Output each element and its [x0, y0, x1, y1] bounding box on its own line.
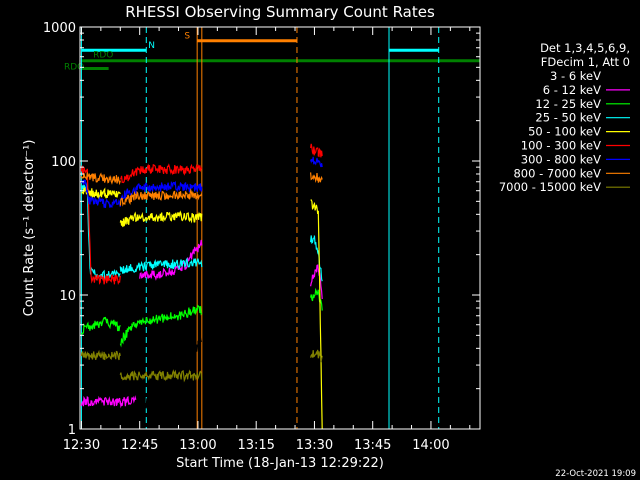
y-axis-label: Count Rate (s⁻¹ detector⁻¹)	[22, 140, 37, 317]
legend: Det 1,3,4,5,6,9, FDecim 1, Att 0 3 - 6 k…	[499, 41, 630, 194]
series-8-segment-2	[310, 349, 323, 363]
legend-label-5: 100 - 300 keV	[521, 139, 601, 153]
series-7-segment-0	[80, 172, 121, 186]
legend-header-line-2: FDecim 1, Att 0	[541, 55, 630, 69]
series-2-segment-0	[80, 316, 121, 336]
legend-label-4: 50 - 100 keV	[528, 125, 601, 139]
series-1-segment-1	[139, 239, 203, 281]
series-5-segment-0	[80, 165, 121, 285]
series-3-segment-0	[80, 183, 121, 281]
series-6-segment-2	[310, 156, 323, 168]
series-7-segment-2	[310, 172, 323, 183]
flag-label-n-0: N	[148, 41, 155, 51]
timestamp: 22-Oct-2021 19:09	[555, 469, 636, 479]
legend-label-7: 800 - 7000 keV	[513, 166, 601, 180]
flag-label-s-1: S	[184, 32, 190, 42]
series-0-segment-0	[135, 337, 203, 430]
flag-layer: N S RDO RDO	[64, 32, 480, 73]
y-tick-label-2: 100	[51, 155, 76, 170]
series-6-segment-0	[80, 179, 121, 209]
legend-header-line-1: Det 1,3,4,5,6,9,	[540, 41, 630, 55]
y-tick-label-0: 1	[68, 423, 76, 438]
legend-label-8: 7000 - 15000 keV	[499, 180, 601, 194]
axes-layer: 1 10 100 1000 12:30 12:45 13:00 13:15 13:30 13:45…	[43, 21, 480, 453]
series-3-segment-2	[310, 235, 323, 282]
series-8-segment-1	[119, 369, 203, 383]
legend-label-0: 3 - 6 keV	[550, 69, 601, 83]
x-tick-label-3: 13:15	[237, 438, 274, 453]
x-tick-label-6: 14:00	[412, 438, 449, 453]
legend-label-6: 300 - 800 keV	[521, 152, 601, 166]
flag-label-rdo-2: RDO	[93, 51, 113, 61]
series-6-segment-1	[119, 180, 203, 202]
x-tick-label-0: 12:30	[63, 438, 100, 453]
series-2-segment-1	[119, 304, 203, 348]
series-4-segment-2	[310, 199, 323, 430]
legend-label-2: 12 - 25 keV	[535, 97, 601, 111]
series-1-segment-2	[310, 264, 323, 300]
series-8-segment-0	[80, 349, 121, 361]
series-7-segment-1	[119, 188, 203, 207]
series-0-segment-1	[313, 358, 323, 430]
series-4-segment-1	[119, 210, 203, 228]
series-1-segment-0	[80, 395, 137, 409]
series-layer	[80, 143, 323, 430]
flag-label-rdo-3: RDO	[64, 63, 84, 73]
x-tick-label-5: 13:45	[354, 438, 391, 453]
vline-layer	[80, 27, 440, 429]
x-tick-label-4: 13:30	[296, 438, 333, 453]
x-axis-label: Start Time (18-Jan-13 12:29:22)	[176, 456, 384, 471]
x-tick-label-1: 12:45	[121, 438, 158, 453]
series-5-segment-2	[310, 143, 323, 158]
plot-frame	[79, 26, 481, 430]
y-tick-label-3: 1000	[43, 21, 76, 36]
series-3-segment-1	[119, 257, 203, 274]
legend-label-3: 25 - 50 keV	[535, 111, 601, 125]
chart-title: RHESSI Observing Summary Count Rates	[125, 3, 435, 21]
x-tick-label-2: 13:00	[179, 438, 216, 453]
y-tick-label-1: 10	[59, 289, 76, 304]
legend-label-1: 6 - 12 keV	[543, 83, 601, 97]
series-5-segment-1	[119, 163, 203, 184]
